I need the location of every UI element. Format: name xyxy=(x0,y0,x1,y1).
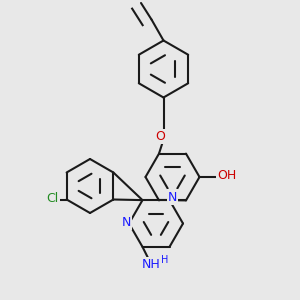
Text: O: O xyxy=(156,130,165,143)
Text: OH: OH xyxy=(217,169,236,182)
Text: N: N xyxy=(121,215,131,229)
Text: Cl: Cl xyxy=(46,191,58,205)
Text: NH: NH xyxy=(142,258,161,272)
Text: N: N xyxy=(168,190,177,204)
Text: H: H xyxy=(161,255,169,265)
